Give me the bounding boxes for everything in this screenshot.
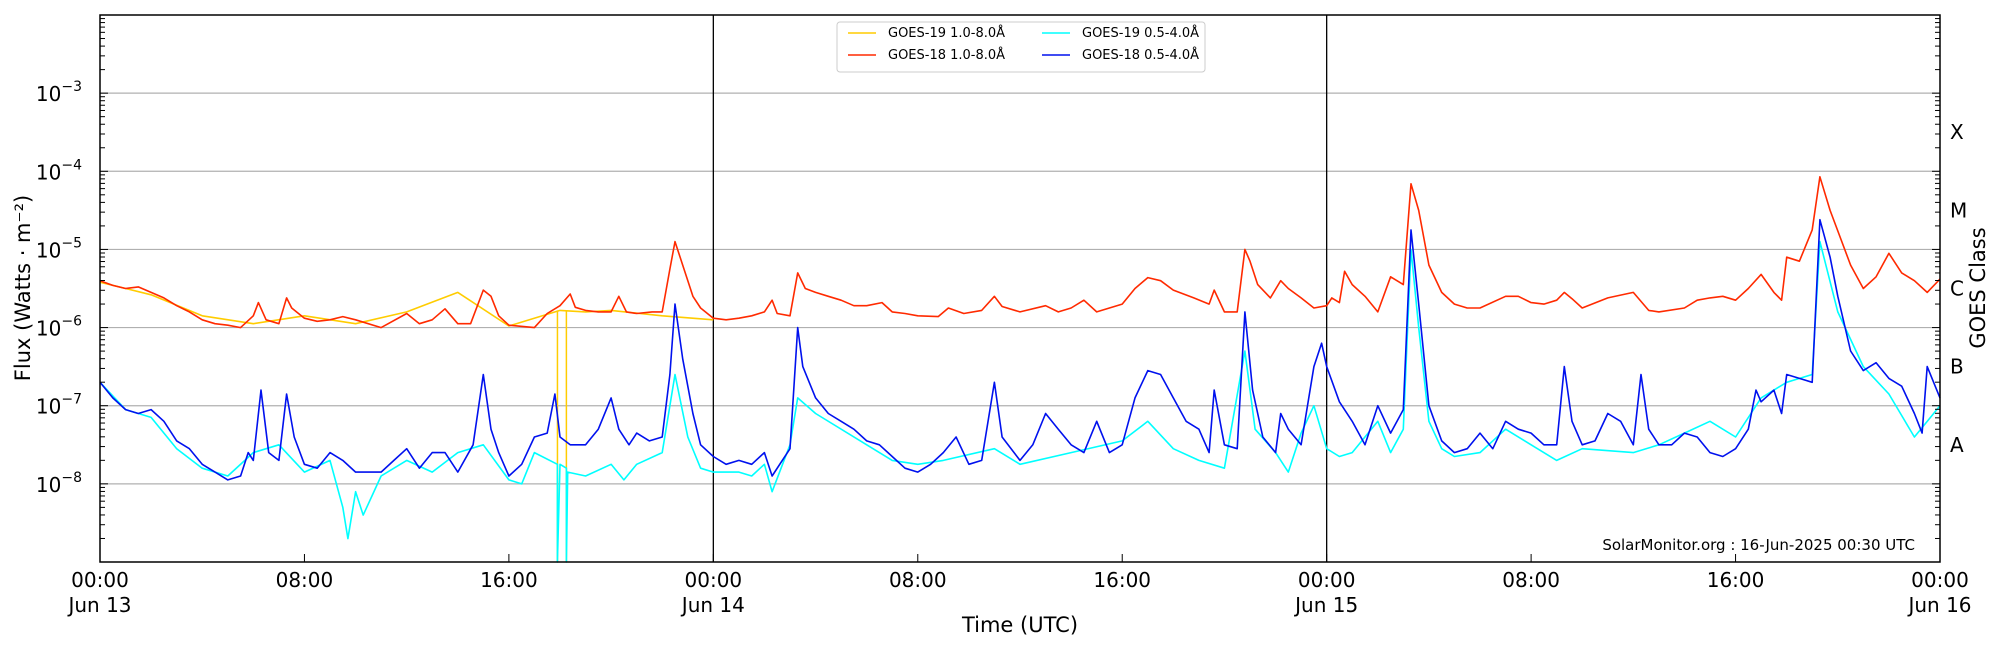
- x-axis-title: Time (UTC): [961, 613, 1078, 637]
- day-boundary-lines: [712, 15, 1328, 562]
- plot-frame: [99, 14, 1941, 563]
- legend-label: GOES-19 0.5-4.0Å: [1082, 25, 1199, 41]
- x-date-label: Jun 14: [680, 593, 745, 617]
- y-tick-label: 10−4: [36, 157, 82, 184]
- goes-class-label: B: [1950, 355, 1964, 379]
- y-axis-ticks: 10−3 10−4 10−5 10−6 10−7 10−8: [36, 18, 108, 563]
- right-axis-title: GOES Class: [1966, 227, 1990, 348]
- y-tick-label: 10−3: [36, 79, 82, 106]
- legend-box: [836, 21, 1206, 73]
- series-line: [99, 281, 714, 327]
- series-line: [99, 218, 1941, 481]
- goes-class-label: C: [1950, 277, 1964, 301]
- horizontal-gridlines: [100, 92, 1940, 485]
- timestamp-annotation: SolarMonitor.org : 16-Jun-2025 00:30 UTC: [1602, 536, 1915, 554]
- legend-label: GOES-18 1.0-8.0Å: [888, 47, 1005, 63]
- x-date-label: Jun 15: [1293, 593, 1358, 617]
- right-axis-ticks: X M C B A: [1932, 18, 1967, 563]
- x-tick-label: 00:00: [71, 568, 129, 592]
- series-line: [99, 240, 1941, 563]
- x-tick-label: 00:00: [685, 568, 743, 592]
- goes-class-label: M: [1950, 198, 1967, 222]
- x-tick-label: 08:00: [276, 568, 334, 592]
- legend: GOES-19 1.0-8.0Å GOES-18 1.0-8.0Å GOES-19 …: [836, 21, 1206, 73]
- x-tick-label: 16:00: [480, 568, 538, 592]
- y-tick-label: 10−7: [36, 392, 82, 419]
- y-axis-title: Flux (Watts · m⁻²): [11, 195, 35, 381]
- goes-class-label: X: [1950, 120, 1964, 144]
- x-tick-label: 00:00: [1298, 568, 1356, 592]
- x-tick-label: 08:00: [889, 568, 947, 592]
- x-tick-label: 00:00: [1911, 568, 1969, 592]
- x-tick-label: 08:00: [1502, 568, 1560, 592]
- x-date-label: Jun 13: [66, 593, 131, 617]
- goes-class-label: A: [1950, 433, 1964, 457]
- x-date-label: Jun 16: [1906, 593, 1971, 617]
- series-line: [99, 176, 1941, 329]
- y-tick-label: 10−8: [36, 470, 82, 497]
- flux-series: [99, 176, 1941, 563]
- x-tick-label: 16:00: [1707, 568, 1765, 592]
- legend-label: GOES-19 1.0-8.0Å: [888, 25, 1005, 41]
- legend-label: GOES-18 0.5-4.0Å: [1082, 47, 1199, 63]
- x-tick-label: 16:00: [1093, 568, 1151, 592]
- y-tick-label: 10−6: [36, 314, 82, 341]
- y-tick-label: 10−5: [36, 235, 82, 262]
